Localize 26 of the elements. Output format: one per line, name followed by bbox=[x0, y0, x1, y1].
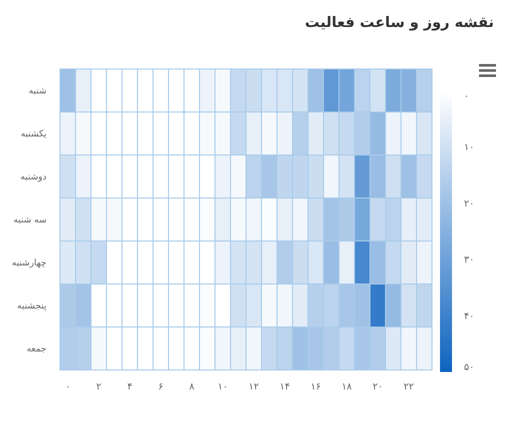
color-bar-label: ۲۰ bbox=[464, 198, 474, 210]
color-bar-label: ۴۰ bbox=[464, 310, 474, 322]
x-tick-label: ۰ bbox=[65, 382, 70, 392]
chart-title: نقشه روز و ساعت فعالیت bbox=[304, 15, 494, 31]
x-tick-label: ۱۲ bbox=[248, 382, 259, 392]
y-tick-label: یکشنبه bbox=[20, 130, 47, 140]
x-tick-label: ۸ bbox=[189, 382, 194, 392]
color-bar-label: ۰ bbox=[464, 91, 470, 102]
color-bar-label: ۳۰ bbox=[464, 254, 474, 266]
x-tick-label: ۱۰ bbox=[218, 382, 228, 392]
x-tick-label: ۱۶ bbox=[310, 382, 321, 392]
x-tick-label: ۲۲ bbox=[404, 382, 414, 392]
color-bar-label: ۵۰ bbox=[464, 362, 474, 373]
x-tick-label: ۱۸ bbox=[342, 382, 352, 392]
y-tick-label: چهارشنبه bbox=[12, 258, 46, 268]
x-tick-label: ۴ bbox=[127, 382, 132, 392]
y-tick-label: شنبه bbox=[28, 86, 46, 96]
x-tick-label: ۲۰ bbox=[372, 382, 383, 392]
x-tick-label: ۶ bbox=[158, 382, 164, 392]
y-tick-label: سه شنبه bbox=[13, 216, 46, 226]
y-tick-label: دوشنبه bbox=[20, 172, 46, 182]
y-tick-label: پنجشنبه bbox=[17, 302, 47, 312]
x-tick-label: ۱۴ bbox=[280, 382, 290, 392]
color-bar-label: ۱۰ bbox=[464, 142, 474, 154]
x-tick-label: ۲ bbox=[96, 382, 102, 392]
y-tick-label: جمعه bbox=[26, 344, 46, 354]
